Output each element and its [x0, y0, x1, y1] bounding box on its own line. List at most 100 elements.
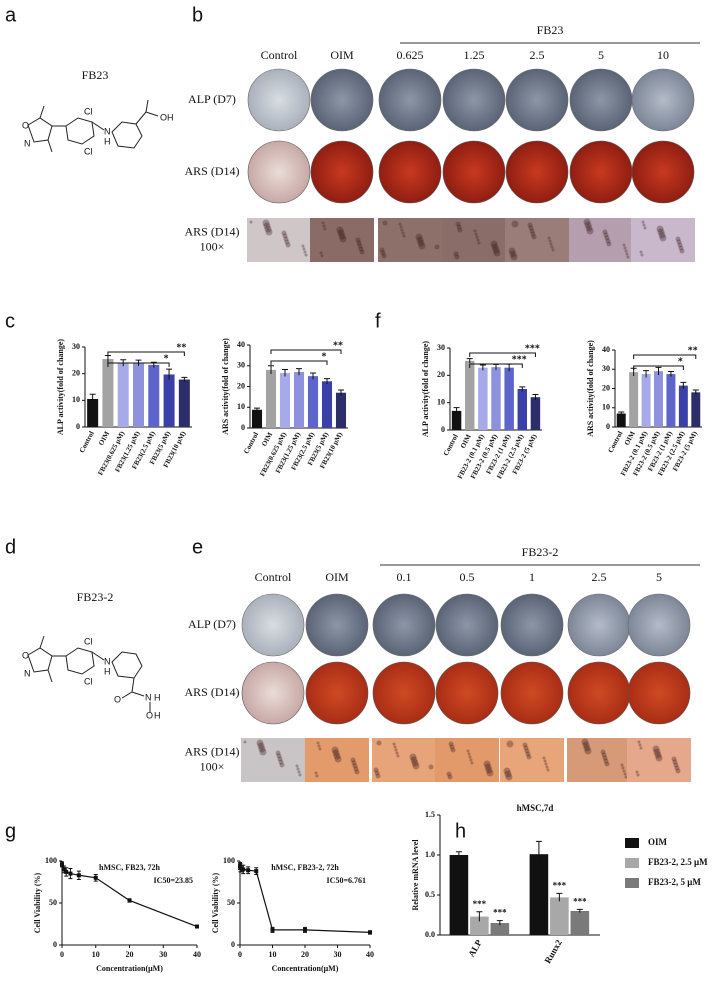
y-tick-label: 50	[49, 898, 57, 907]
data-point	[64, 869, 69, 874]
y-tick-label: 0.5	[425, 890, 435, 899]
significance-bracket	[107, 362, 170, 367]
bar	[265, 369, 277, 428]
y-tick-label: 20	[437, 370, 445, 379]
structure-fb23	[27, 99, 159, 153]
micrograph-speck	[522, 742, 528, 748]
bar	[451, 410, 462, 430]
micrograph-speck	[316, 741, 320, 745]
micrograph	[569, 218, 633, 262]
micrograph-speck	[357, 243, 363, 249]
bar	[616, 413, 626, 427]
micrograph-speck	[466, 749, 470, 753]
x-tick-label: Control	[606, 430, 624, 454]
row-label: ARS (D14)	[184, 744, 239, 758]
micrograph-speck	[676, 239, 682, 245]
column-label: 5	[656, 570, 662, 584]
micrograph-speck	[296, 767, 300, 771]
dish-ars	[569, 140, 633, 204]
dish-alp	[310, 68, 374, 132]
micrograph-speck	[351, 760, 357, 766]
micrograph-speck	[469, 758, 473, 762]
micrograph-speck	[474, 232, 478, 236]
micrograph-speck	[381, 253, 387, 259]
micrograph-speck	[675, 236, 681, 242]
micrograph-speck	[602, 229, 608, 235]
error-bar	[324, 378, 330, 385]
dish-ars	[627, 661, 691, 725]
dish-alp	[305, 593, 369, 657]
micrograph-speck	[468, 755, 472, 759]
micrograph-speck	[621, 766, 625, 770]
micrograph-speck	[600, 749, 606, 755]
micrograph-speck	[673, 762, 679, 768]
y-tick-label: 30	[237, 361, 245, 370]
micrograph-speck	[265, 228, 273, 236]
micrograph-speck	[318, 747, 322, 751]
micrograph-speck	[524, 748, 530, 754]
micrograph-speck	[584, 221, 592, 229]
micrograph-speck	[334, 755, 342, 763]
atom: N	[24, 668, 31, 678]
micrograph-speck	[679, 248, 685, 254]
dish-alp	[372, 593, 436, 657]
micrograph-speck	[639, 250, 643, 254]
micrograph-speck	[410, 756, 418, 764]
micrograph-speck	[376, 740, 382, 746]
micrograph-speck	[454, 254, 460, 260]
micrograph	[442, 218, 506, 262]
error-bar	[532, 393, 539, 400]
micrograph-speck	[659, 234, 667, 242]
legend-label: FB23-2, 5 μM	[648, 877, 701, 887]
data-point	[62, 867, 67, 872]
atom: H	[104, 136, 111, 146]
micrograph-speck	[584, 747, 592, 755]
x-tick-label: OIM	[260, 431, 274, 448]
micrograph	[627, 738, 691, 782]
significance-label: *	[322, 351, 327, 362]
x-tick-label: 10	[269, 950, 277, 959]
micrograph-speck	[275, 750, 281, 756]
micrograph-speck	[282, 233, 288, 239]
micrograph-speck	[322, 224, 326, 228]
y-tick-label: 100	[223, 856, 235, 865]
legend-label: OIM	[648, 837, 668, 847]
dish-ars	[310, 140, 374, 204]
micrograph-speck	[624, 249, 628, 253]
micrograph-speck	[581, 738, 589, 746]
micrograph-speck	[257, 742, 265, 750]
micrograph-speck	[393, 745, 397, 749]
y-tick-label: 10	[72, 395, 80, 404]
data-point	[270, 927, 275, 932]
legend-swatch	[625, 858, 639, 868]
micrograph-speck	[675, 768, 681, 774]
atom: Cl	[84, 636, 93, 646]
y-tick-label: 0.0	[425, 930, 435, 939]
row-label: ARS (D14)	[184, 164, 239, 178]
atom: H	[154, 710, 161, 720]
micrograph-speck	[243, 740, 247, 744]
y-tick-label: 10	[602, 403, 610, 412]
dish-alp	[500, 593, 564, 657]
x-tick-label: 0	[238, 950, 242, 959]
atom: N	[104, 656, 111, 666]
bar	[464, 360, 475, 430]
y-tick-label: 100	[45, 856, 57, 865]
micrograph-speck	[640, 253, 644, 257]
micrograph-speck	[249, 220, 253, 224]
atom: Cl	[84, 676, 93, 686]
micrograph-speck	[622, 769, 626, 773]
error-bar	[643, 370, 650, 378]
micrograph-speck	[544, 762, 548, 766]
y-tick-label: 30	[72, 342, 80, 351]
micrograph-speck	[585, 224, 593, 232]
micrograph-speck	[382, 220, 388, 226]
dish-alp	[631, 68, 695, 132]
micrograph-speck	[677, 242, 683, 248]
micrograph-speck	[483, 760, 491, 768]
column-label: 0.625	[397, 48, 424, 62]
atom: N	[104, 126, 111, 136]
micrograph	[435, 738, 499, 782]
micrograph-speck	[375, 773, 381, 779]
dish-alp	[378, 68, 442, 132]
